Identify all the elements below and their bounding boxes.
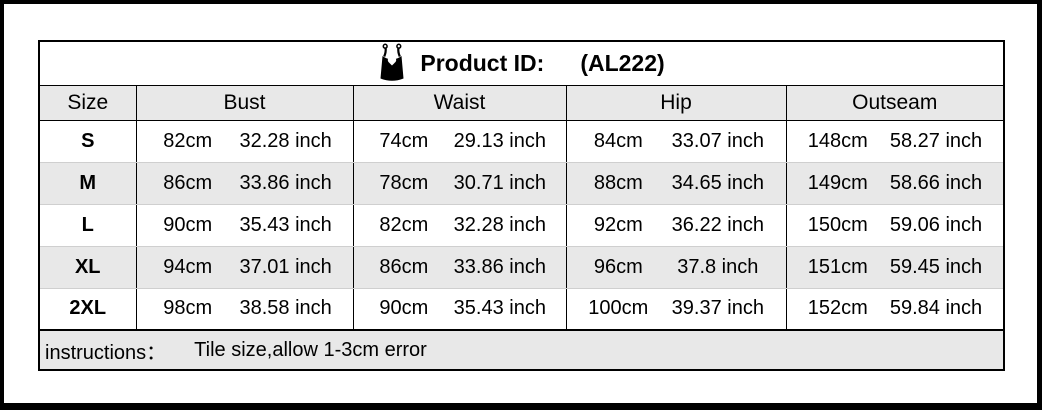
table-row-s: S 82cm 32.28 inch 74cm 29.13 inch 84cm 33.0… [38,120,1005,163]
waist-cell: 74cm 29.13 inch [352,120,567,163]
instructions-text: Tile size,allow 1-3cm error [194,338,427,361]
outseam-cm-value: 150cm [807,213,868,236]
table-row-l: L 90cm 35.43 inch 82cm 32.28 inch 92cm 36.2… [38,204,1005,247]
outseam-inch-value: 59.45 inch [889,255,983,278]
product-id-value: (AL222) [580,49,665,76]
size-value: S [38,120,137,163]
instructions: instructions： Tile size,allow 1-3cm erro… [45,336,1003,365]
bust-inch-value: 32.28 inch [239,129,332,152]
hip-cm-value: 92cm [593,213,643,236]
hip-cell: 88cm 34.65 inch [565,162,787,205]
bust-inch-value: 37.01 inch [239,255,332,278]
bust-cell: 90cm 35.43 inch [135,204,354,247]
column-header-size: Size [38,84,137,121]
outseam-cell: 150cm 59.06 inch [785,204,1005,247]
table-header-row: Size Bust Waist Hip Outseam [38,84,1005,121]
hip-cell: 96cm 37.8 inch [565,246,787,289]
table-row-2xl: 2XL 98cm 38.58 inch 90cm 35.43 inch 100cm 3… [38,288,1005,331]
outseam-cm-value: 149cm [807,171,868,194]
hip-cm-value: 96cm [593,255,643,278]
hip-cm-value: 84cm [593,129,643,152]
waist-cm-value: 90cm [379,297,429,320]
hip-cell: 84cm 33.07 inch [565,120,787,163]
hip-inch-value: 34.65 inch [671,171,764,194]
hip-inch-value: 36.22 inch [671,213,764,236]
product-id-label: Product ID: [420,49,545,76]
waist-inch-value: 29.13 inch [453,129,546,152]
bust-inch-value: 33.86 inch [239,171,332,194]
bust-cell: 94cm 37.01 inch [135,246,354,289]
outseam-inch-value: 58.27 inch [889,129,983,152]
bust-cm-value: 90cm [163,213,213,236]
waist-cell: 90cm 35.43 inch [352,288,567,331]
hip-inch-value: 33.07 inch [671,129,764,152]
outseam-cell: 152cm 59.84 inch [785,288,1005,331]
size-value: M [38,162,137,205]
size-value: XL [38,246,137,289]
outseam-inch-value: 58.66 inch [889,171,983,194]
camisole-icon [378,43,406,83]
outseam-cm-value: 151cm [807,255,868,278]
size-value: L [38,204,137,247]
outseam-inch-value: 59.06 inch [889,213,983,236]
outseam-cm-value: 152cm [807,297,868,320]
waist-inch-value: 33.86 inch [453,255,546,278]
outseam-cell: 151cm 59.45 inch [785,246,1005,289]
hip-cell: 100cm 39.37 inch [565,288,787,331]
bust-cm-value: 98cm [163,297,213,320]
column-header-hip: Hip [565,84,787,121]
waist-cell: 78cm 30.71 inch [352,162,567,205]
column-header-bust: Bust [135,84,354,121]
size-chart-table: Product ID: (AL222) Size Bust Waist Hip … [38,40,1006,371]
table-row-m: M 86cm 33.86 inch 78cm 30.71 inch 88cm 34.6… [38,162,1005,205]
bust-cm-value: 86cm [163,171,213,194]
column-header-outseam: Outseam [785,84,1005,121]
bust-cm-value: 94cm [163,255,213,278]
waist-cm-value: 74cm [379,129,429,152]
bust-cell: 86cm 33.86 inch [135,162,354,205]
bust-inch-value: 35.43 inch [239,213,332,236]
bust-cell: 98cm 38.58 inch [135,288,354,331]
bust-inch-value: 38.58 inch [239,297,332,320]
bust-cm-value: 82cm [163,129,213,152]
waist-inch-value: 35.43 inch [453,297,546,320]
outseam-cell: 149cm 58.66 inch [785,162,1005,205]
waist-cm-value: 82cm [379,213,429,236]
hip-cm-value: 88cm [593,171,643,194]
size-value: 2XL [38,288,137,331]
hip-inch-value: 37.8 inch [677,255,759,278]
waist-inch-value: 30.71 inch [453,171,546,194]
outseam-inch-value: 59.84 inch [889,297,983,320]
instructions-label: instructions： [45,341,167,364]
bust-cell: 82cm 32.28 inch [135,120,354,163]
hip-cm-value: 100cm [588,297,649,320]
hip-cell: 92cm 36.22 inch [565,204,787,247]
product-title: Product ID: (AL222) [40,42,1003,85]
table-row-xl: XL 94cm 37.01 inch 86cm 33.86 inch 96cm 37.… [38,246,1005,289]
waist-inch-value: 32.28 inch [453,213,546,236]
waist-cell: 82cm 32.28 inch [352,204,567,247]
outseam-cell: 148cm 58.27 inch [785,120,1005,163]
column-header-waist: Waist [352,84,567,121]
instructions-row: instructions： Tile size,allow 1-3cm erro… [39,330,1005,370]
waist-cm-value: 78cm [379,171,429,194]
outseam-cm-value: 148cm [807,129,868,152]
waist-cm-value: 86cm [379,255,429,278]
waist-cell: 86cm 33.86 inch [352,246,567,289]
hip-inch-value: 39.37 inch [671,297,764,320]
title-row: Product ID: (AL222) [39,41,1005,86]
